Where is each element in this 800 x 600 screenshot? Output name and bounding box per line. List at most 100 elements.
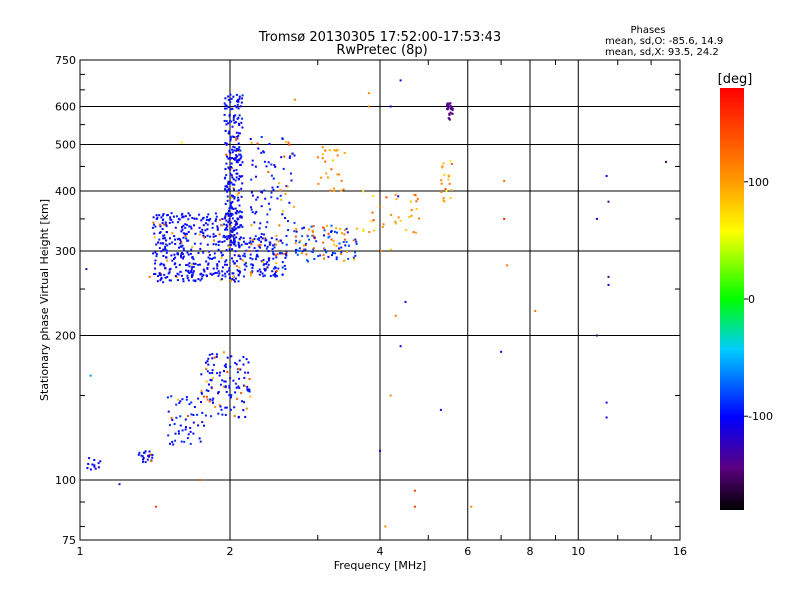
echo-point bbox=[257, 147, 260, 150]
echo-point bbox=[198, 213, 201, 216]
echo-point bbox=[229, 205, 232, 208]
echo-point bbox=[225, 162, 228, 165]
echo-point bbox=[217, 270, 220, 273]
echo-point bbox=[228, 188, 230, 191]
echo-point bbox=[250, 178, 253, 181]
echo-point bbox=[173, 423, 176, 425]
echo-point bbox=[250, 243, 253, 246]
echo-point bbox=[234, 361, 237, 364]
echo-point bbox=[223, 217, 226, 220]
echo-point bbox=[281, 261, 284, 264]
echo-point bbox=[343, 260, 345, 262]
echo-point bbox=[288, 157, 291, 159]
echo-point bbox=[204, 229, 207, 232]
echo-point bbox=[415, 208, 418, 210]
echo-point bbox=[239, 368, 242, 371]
echo-point bbox=[159, 274, 162, 277]
echo-point bbox=[180, 440, 183, 443]
echo-point bbox=[247, 371, 250, 374]
echo-point bbox=[605, 401, 608, 404]
echo-point bbox=[155, 214, 158, 217]
echo-point bbox=[441, 166, 444, 169]
echo-point bbox=[185, 232, 188, 235]
echo-point bbox=[282, 167, 285, 170]
echo-point bbox=[233, 146, 236, 149]
echo-point bbox=[448, 182, 451, 185]
echo-point bbox=[212, 257, 215, 260]
echo-point bbox=[330, 238, 333, 241]
echo-point bbox=[276, 275, 278, 278]
echo-point bbox=[295, 228, 298, 231]
echo-point bbox=[447, 105, 450, 108]
echo-point bbox=[295, 248, 297, 251]
echo-point bbox=[225, 107, 228, 110]
echo-point bbox=[170, 254, 173, 257]
echo-point bbox=[296, 249, 299, 252]
echo-point bbox=[235, 136, 238, 139]
echo-point bbox=[207, 363, 210, 366]
echo-point bbox=[209, 217, 212, 220]
echo-point bbox=[164, 267, 167, 270]
echo-point bbox=[178, 432, 180, 435]
echo-point bbox=[277, 240, 280, 243]
echo-point bbox=[190, 275, 193, 278]
echo-point bbox=[233, 115, 235, 118]
echo-point bbox=[97, 466, 100, 469]
echo-point bbox=[274, 165, 277, 168]
echo-point bbox=[272, 189, 275, 191]
echo-point bbox=[199, 440, 202, 443]
echo-point bbox=[332, 243, 335, 246]
echo-point bbox=[312, 225, 315, 228]
echo-point bbox=[373, 229, 376, 232]
echo-point bbox=[228, 267, 231, 269]
echo-point bbox=[194, 232, 197, 235]
echo-point bbox=[241, 225, 244, 228]
echo-point bbox=[354, 238, 357, 241]
echo-point bbox=[265, 262, 267, 265]
echo-point bbox=[231, 200, 234, 203]
echo-point bbox=[242, 384, 245, 387]
echo-point bbox=[595, 334, 598, 337]
echo-point bbox=[262, 259, 265, 262]
echo-point bbox=[207, 263, 210, 266]
echo-point bbox=[607, 283, 610, 286]
echo-point bbox=[152, 216, 155, 219]
echo-point bbox=[224, 366, 227, 369]
echo-point bbox=[212, 233, 215, 236]
echo-point bbox=[206, 360, 209, 363]
echo-point bbox=[207, 262, 210, 265]
echo-point bbox=[251, 270, 254, 273]
echo-point bbox=[159, 225, 162, 228]
echo-point bbox=[258, 237, 261, 240]
echo-point bbox=[158, 272, 161, 275]
echo-point bbox=[223, 102, 226, 105]
echo-point bbox=[212, 243, 215, 246]
echo-point bbox=[263, 189, 266, 192]
echo-point bbox=[279, 189, 282, 192]
echo-point bbox=[303, 248, 305, 251]
echo-point bbox=[328, 149, 331, 152]
echo-point bbox=[253, 221, 256, 224]
echo-point bbox=[230, 120, 233, 123]
echo-point bbox=[237, 100, 240, 103]
y-tick-label: 300 bbox=[55, 245, 76, 258]
echo-point bbox=[239, 224, 242, 227]
echo-point bbox=[220, 224, 223, 227]
echo-point bbox=[192, 258, 195, 261]
echo-point bbox=[182, 224, 185, 227]
echo-point bbox=[206, 216, 209, 219]
echo-point bbox=[240, 195, 243, 198]
echo-point bbox=[331, 159, 334, 162]
x-tick-label: 2 bbox=[227, 545, 234, 558]
echo-point bbox=[268, 259, 270, 262]
echo-point bbox=[141, 455, 144, 458]
echo-point bbox=[201, 411, 204, 414]
echo-point bbox=[250, 224, 253, 227]
echo-point bbox=[213, 239, 215, 242]
echo-point bbox=[227, 132, 230, 135]
echo-point bbox=[230, 279, 233, 282]
echo-point bbox=[189, 225, 192, 228]
echo-point bbox=[233, 254, 236, 257]
echo-point bbox=[273, 273, 276, 276]
echo-point bbox=[182, 236, 185, 239]
